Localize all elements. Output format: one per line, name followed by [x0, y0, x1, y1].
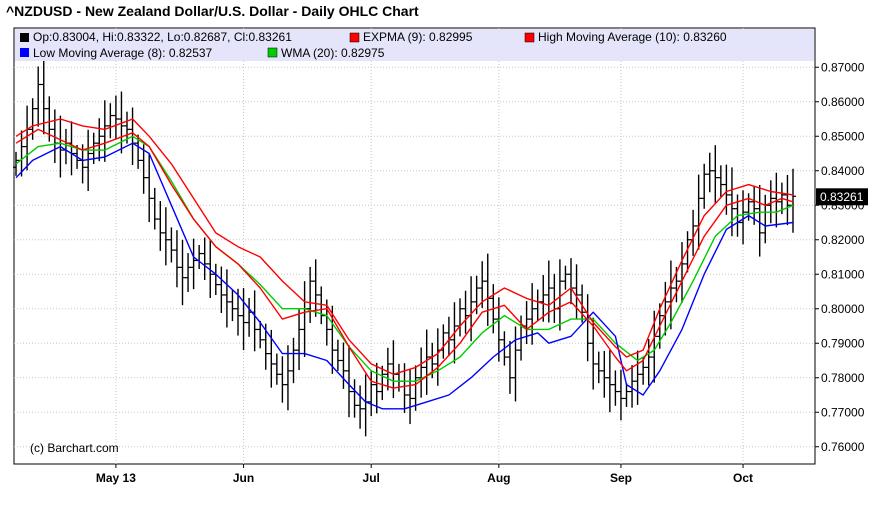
- y-tick-label: 0.76000: [821, 440, 865, 454]
- y-tick-label: 0.81000: [821, 267, 865, 281]
- y-tick-label: 0.87000: [821, 60, 865, 74]
- legend-swatch-ohlc: [20, 33, 29, 42]
- legend-expma: EXPMA (9): 0.82995: [363, 30, 473, 44]
- expma-9-line: [15, 128, 794, 389]
- last-price-marker: 0.83261: [816, 188, 868, 206]
- legend-background: [15, 29, 814, 61]
- legend-high-ma: High Moving Average (10): 0.83260: [538, 30, 727, 44]
- y-tick-label: 0.86000: [821, 95, 865, 109]
- legend-box: Op:0.83004, Hi:0.83322, Lo:0.82687, Cl:0…: [15, 29, 814, 61]
- y-tick-label: 0.80000: [821, 302, 865, 316]
- credit-label: (c) Barchart.com: [30, 441, 119, 455]
- last-price-label: 0.83261: [820, 190, 864, 204]
- y-tick-label: 0.78000: [821, 371, 865, 385]
- legend-ohlc: Op:0.83004, Hi:0.83322, Lo:0.82687, Cl:0…: [33, 30, 292, 44]
- x-tick-label: Sep: [610, 471, 632, 485]
- low-moving-average-8-line: [15, 142, 794, 410]
- last-price-box: [816, 188, 868, 206]
- legend-swatch-high-ma: [524, 32, 535, 43]
- x-tick-label: Aug: [487, 471, 510, 485]
- x-tick-label: May 13: [96, 471, 136, 485]
- legend-swatch-expma: [349, 32, 360, 43]
- x-tick-label: Jul: [363, 471, 380, 485]
- ohlc-bars: [13, 58, 796, 437]
- legend-wma: WMA (20): 0.82975: [281, 46, 385, 60]
- legend-low-ma: Low Moving Average (8): 0.82537: [33, 46, 213, 60]
- indicator-lines: [15, 118, 794, 410]
- y-tick-label: 0.82000: [821, 233, 865, 247]
- y-tick-label: 0.85000: [821, 129, 865, 143]
- x-tick-label: Oct: [733, 471, 753, 485]
- axes: 0.76000 0.77000 0.78000 0.79000 0.80000 0.810…: [96, 60, 865, 485]
- legend-swatch-low-ma: [20, 48, 29, 57]
- y-tick-label: 0.79000: [821, 336, 865, 350]
- x-tick-label: Jun: [233, 471, 254, 485]
- chart-title: ^NZDUSD - New Zealand Dollar/U.S. Dollar…: [6, 3, 419, 19]
- high-moving-average-10-line: [15, 118, 794, 375]
- y-tick-label: 0.77000: [821, 405, 865, 419]
- legend-swatch-wma: [267, 47, 278, 58]
- y-tick-label: 0.84000: [821, 164, 865, 178]
